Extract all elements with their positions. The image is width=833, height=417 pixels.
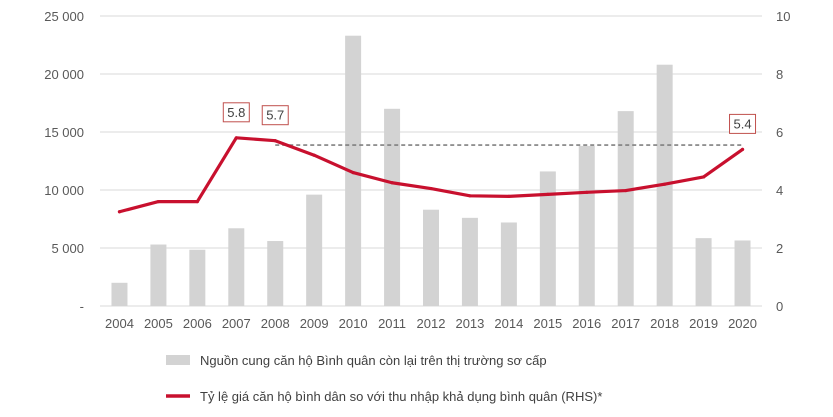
bar [578, 145, 595, 306]
bar [539, 171, 556, 306]
y-left-tick-label: 15 000 [44, 125, 84, 140]
ratio-point [740, 147, 745, 151]
y-left-tick-label: 20 000 [44, 67, 84, 82]
ratio-point [701, 175, 706, 179]
x-tick-label: 2005 [144, 316, 173, 331]
y-left-tick-label: 5 000 [51, 241, 84, 256]
bar [189, 249, 206, 306]
ratio-line [117, 136, 745, 214]
x-tick-label: 2012 [417, 316, 446, 331]
x-tick-label: 2019 [689, 316, 718, 331]
ratio-point [663, 182, 667, 186]
callout-label: 5.4 [733, 116, 751, 131]
y-right-tick-label: 0 [776, 299, 783, 314]
y-left-tick-label: 10 000 [44, 183, 84, 198]
y-left-tick-label: 25 000 [44, 9, 84, 24]
ratio-point [546, 192, 550, 196]
bar [695, 238, 712, 306]
bar [111, 282, 128, 306]
x-tick-label: 2006 [183, 316, 212, 331]
x-tick-label: 2008 [261, 316, 290, 331]
x-tick-label: 2009 [300, 316, 329, 331]
legend: Nguồn cung căn hộ Bình quân còn lại trên… [166, 353, 602, 404]
ratio-point [312, 153, 316, 157]
ratio-point [429, 186, 433, 191]
bar-series [111, 35, 751, 307]
x-tick-label: 2016 [572, 316, 601, 331]
ratio-point [468, 194, 472, 198]
callout-box [222, 102, 250, 123]
legend-label-bar: Nguồn cung căn hộ Bình quân còn lại trên… [200, 353, 547, 368]
callout-label: 5.7 [266, 108, 284, 123]
bar [617, 111, 634, 307]
ratio-point [117, 210, 122, 214]
ratio-point [624, 188, 628, 193]
x-tick-label: 2010 [339, 316, 368, 331]
y-axis-right: 0 2 4 6 8 10 [776, 9, 790, 314]
x-tick-label: 2013 [455, 316, 484, 331]
y-axis-left: - 5 000 10 000 15 000 20 000 25 000 [44, 9, 84, 314]
x-tick-label: 2011 [378, 316, 406, 331]
callout-box [729, 113, 757, 134]
x-tick-label: 2020 [728, 316, 757, 331]
ratio-point [351, 171, 355, 175]
bar [150, 244, 167, 306]
ratio-point [156, 200, 161, 204]
x-tick-label: 2017 [611, 316, 640, 331]
ratio-point [585, 190, 589, 194]
bar [461, 217, 478, 306]
y-right-tick-label: 8 [776, 67, 783, 82]
x-tick-label: 2015 [533, 316, 562, 331]
callout-label: 5.8 [227, 105, 245, 120]
x-tick-label: 2018 [650, 316, 679, 331]
ratio-point [273, 139, 277, 143]
ratio-point [234, 136, 238, 140]
y-right-tick-label: 4 [776, 183, 783, 198]
bar [267, 241, 284, 306]
bar [423, 209, 439, 306]
ratio-point [507, 194, 511, 198]
bar [306, 194, 323, 306]
ratio-point [390, 181, 394, 185]
y-right-tick-label: 2 [776, 241, 783, 256]
legend-label-line: Tỷ lệ giá căn hộ bình dân so với thu nhậ… [200, 389, 602, 404]
bar [384, 108, 401, 306]
y-right-tick-label: 6 [776, 125, 783, 140]
callout-box [261, 105, 289, 126]
y-left-tick-label: - [80, 299, 84, 314]
x-tick-label: 2007 [222, 316, 251, 331]
y-right-tick-label: 10 [776, 9, 790, 24]
bar [734, 240, 751, 306]
x-tick-label: 2004 [105, 316, 134, 331]
bar [228, 228, 245, 306]
bar [500, 222, 517, 306]
ratio-point [195, 200, 199, 204]
x-tick-label: 2014 [494, 316, 523, 331]
line-series [117, 136, 745, 214]
x-axis: 2004 2005 2006 2007 2008 2009 2010 2011 2012 2013… [105, 316, 757, 331]
legend-swatch-bar [166, 355, 190, 365]
callouts: 5.8 5.7 5.4 [222, 102, 757, 134]
